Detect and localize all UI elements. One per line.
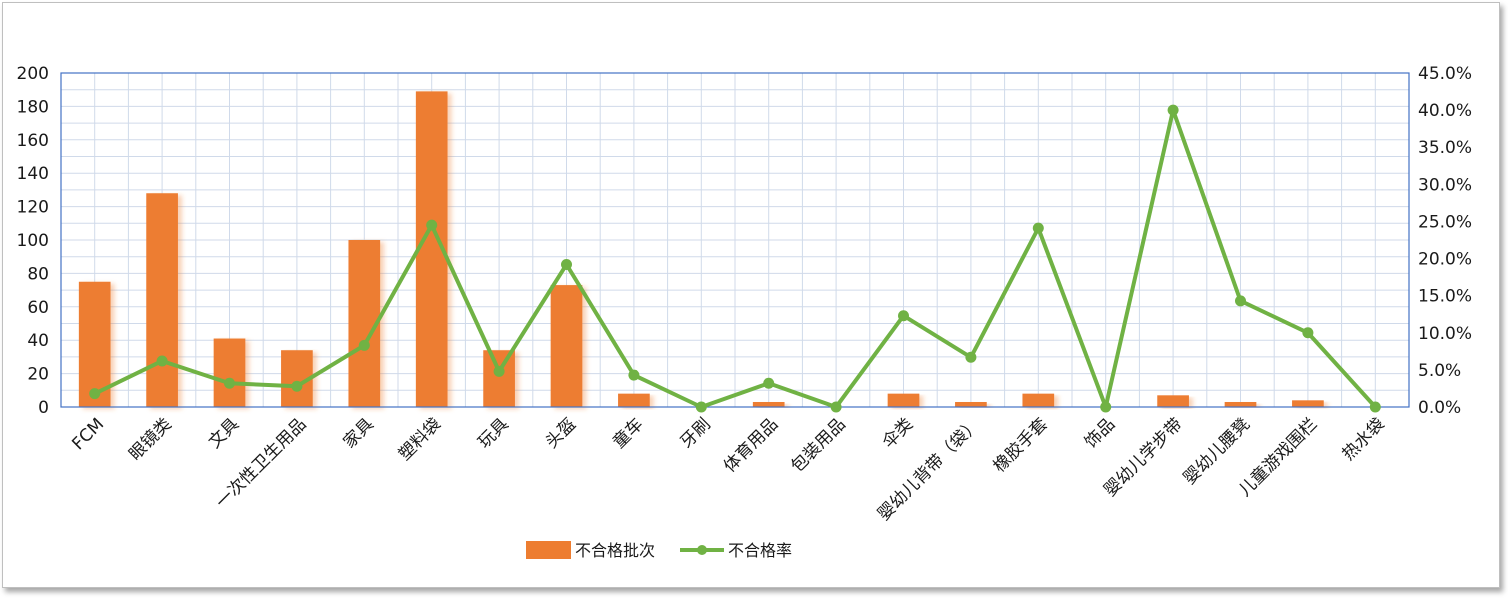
- x-category-label: 饰品: [1081, 414, 1119, 452]
- y-axis-left-labels: 0 20 40 60 80 100 120 140 160 180 200: [17, 64, 49, 418]
- rate-point: [1369, 401, 1381, 413]
- y-left-tick-label: 80: [27, 264, 49, 284]
- rate-point: [898, 310, 909, 322]
- bar: [955, 401, 987, 407]
- bar: [213, 338, 246, 407]
- axes: [60, 72, 1410, 408]
- rate-point: [830, 401, 842, 413]
- x-category-label: 伞类: [879, 414, 917, 452]
- y-left-tick-label: 40: [27, 331, 49, 351]
- plot-frame: [60, 72, 1410, 408]
- rate-point: [291, 380, 303, 392]
- y-right-tick-label: 40.0%: [1418, 101, 1472, 121]
- x-category-label: 家具: [340, 414, 378, 452]
- bar: [752, 401, 785, 407]
- x-category-label: 热水袋: [1339, 414, 1389, 464]
- y-left-tick-label: 100: [17, 231, 49, 251]
- legend-bar-label: 不合格批次: [575, 541, 655, 560]
- combo-chart: 0 20 40 60 80 100 120 140 160 180 200 0.0% 5.0% 10.0…: [17, 64, 1472, 560]
- legend-bar-swatch: [526, 541, 571, 559]
- x-category-label: 头盔: [542, 414, 580, 452]
- rate-point: [89, 388, 101, 400]
- x-category-label: 眼镜类: [125, 414, 175, 464]
- bar: [1292, 400, 1324, 407]
- bar: [550, 285, 583, 407]
- rate-point: [1302, 327, 1314, 339]
- rate-point: [1167, 104, 1179, 116]
- y-left-tick-label: 200: [17, 64, 49, 84]
- legend-line-marker: [697, 545, 707, 555]
- y-right-tick-label: 5.0%: [1418, 361, 1461, 381]
- rate-point: [156, 355, 168, 367]
- rate-point: [561, 258, 572, 270]
- y-right-tick-label: 25.0%: [1418, 212, 1472, 232]
- gridlines: [60, 72, 1410, 408]
- line-series: [89, 104, 1381, 413]
- bar: [1022, 393, 1055, 407]
- bar: [146, 193, 178, 407]
- y-right-tick-label: 10.0%: [1418, 324, 1472, 344]
- x-category-label: 包装用品: [787, 414, 849, 476]
- y-right-tick-label: 45.0%: [1418, 64, 1472, 84]
- rate-point: [1032, 222, 1044, 234]
- y-left-tick-label: 120: [17, 198, 49, 218]
- y-right-tick-label: 20.0%: [1418, 250, 1472, 270]
- y-left-tick-label: 0: [38, 398, 49, 418]
- y-axis-right-labels: 0.0% 5.0% 10.0% 15.0% 20.0% 25.0% 30.0% 35.0% 40…: [1418, 64, 1472, 418]
- x-category-label: 体育用品: [720, 414, 782, 476]
- bar: [618, 393, 650, 407]
- legend: 不合格批次 不合格率: [526, 541, 792, 560]
- rate-line: [93, 108, 1377, 409]
- bar-series: [78, 91, 1324, 408]
- rate-point: [695, 401, 707, 413]
- x-category-label: FCM: [68, 414, 108, 454]
- bar: [78, 281, 111, 407]
- rate-point: [965, 351, 977, 363]
- rate-point: [1235, 295, 1246, 307]
- y-left-tick-label: 160: [17, 131, 49, 151]
- x-category-label: 牙刷: [677, 414, 715, 452]
- x-category-label: 玩具: [474, 414, 512, 452]
- y-left-tick-label: 20: [27, 365, 49, 385]
- y-right-tick-label: 0.0%: [1418, 398, 1461, 418]
- y-left-tick-label: 140: [17, 164, 49, 184]
- chart-frame: 0 20 40 60 80 100 120 140 160 180 200 0.0% 5.0% 10.0…: [2, 2, 1500, 588]
- y-right-tick-label: 30.0%: [1418, 175, 1472, 195]
- bar: [887, 393, 920, 407]
- rate-point: [224, 377, 235, 389]
- bar: [483, 350, 515, 407]
- legend-line-label: 不合格率: [728, 541, 792, 560]
- y-left-tick-label: 60: [27, 298, 49, 318]
- rate-point: [628, 369, 640, 381]
- y-left-tick-label: 180: [17, 97, 49, 117]
- x-category-label: 橡胶手套: [990, 414, 1052, 476]
- rate-point: [763, 377, 775, 389]
- rate-point: [358, 339, 370, 351]
- x-category-label: 童车: [609, 414, 647, 452]
- y-right-tick-label: 35.0%: [1418, 138, 1472, 158]
- bar: [1157, 395, 1189, 407]
- y-right-tick-label: 15.0%: [1418, 287, 1472, 307]
- rate-point: [1100, 401, 1112, 413]
- x-category-label: 文具: [205, 414, 243, 452]
- rate-point: [493, 365, 505, 377]
- bar: [1224, 401, 1257, 407]
- x-category-label: 塑料袋: [395, 414, 445, 464]
- rate-point: [426, 219, 438, 231]
